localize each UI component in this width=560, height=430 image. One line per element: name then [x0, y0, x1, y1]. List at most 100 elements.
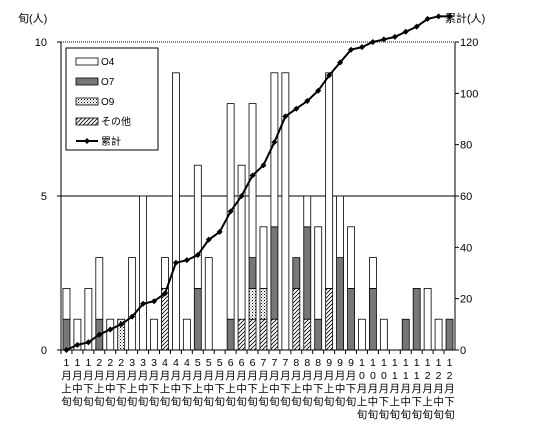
bar-white — [139, 195, 147, 351]
x-tick-label: 1 月下旬 — [83, 357, 94, 408]
y-left-tick-label: 5 — [41, 191, 47, 203]
cumulative-marker — [413, 23, 420, 30]
x-tick-label: 3 月上旬 — [127, 357, 138, 408]
bar-solid — [226, 318, 235, 351]
x-tick-label: 2 月中旬 — [105, 357, 116, 408]
cumulative-marker — [304, 98, 311, 105]
cumulative-marker — [140, 300, 147, 307]
bar-solid — [369, 287, 377, 351]
bar-hatch — [292, 287, 301, 351]
bar-hatch — [325, 287, 334, 351]
x-tick-label: 1 1 月下旬 — [411, 357, 422, 421]
x-tick-label: 2 月下旬 — [116, 357, 127, 408]
bar-hatch — [248, 318, 257, 351]
cumulative-marker — [402, 28, 409, 35]
cumulative-marker — [282, 113, 289, 120]
bar-white — [369, 257, 377, 289]
bar-solid — [292, 257, 301, 289]
bar-white — [62, 287, 71, 320]
y-right-tick-label: 20 — [460, 294, 472, 306]
x-tick-label: 2 月上旬 — [94, 357, 105, 408]
cumulative-marker — [183, 257, 190, 264]
y-right-tick-label: 60 — [460, 191, 472, 203]
bar-white — [106, 318, 115, 351]
y-right-tick-label: 80 — [460, 140, 472, 152]
x-tick-label: 6 月上旬 — [225, 357, 236, 408]
x-tick-label: 7 月上旬 — [258, 357, 269, 408]
cumulative-marker — [151, 298, 158, 305]
cumulative-marker — [238, 193, 245, 199]
x-tick-label: 5 月上旬 — [193, 357, 204, 408]
y-right-tick-label: 40 — [460, 242, 472, 254]
cumulative-marker — [435, 13, 442, 20]
cumulative-marker — [358, 44, 365, 51]
bar-white — [259, 226, 268, 289]
bar-hatch — [161, 287, 169, 351]
bar-white — [379, 318, 388, 351]
legend-swatch-solid — [75, 77, 99, 86]
y-left-tick-label: 0 — [41, 345, 47, 357]
x-tick-label: 1 0 月上旬 — [357, 357, 368, 421]
bar-white — [347, 226, 355, 289]
bar-white — [358, 318, 366, 351]
x-tick-label: 1 1 月中旬 — [401, 357, 412, 421]
cumulative-marker — [205, 236, 212, 243]
legend-swatch-hatch — [75, 117, 99, 126]
legend-swatch-dots — [75, 97, 99, 106]
x-tick-label: 6 月中旬 — [236, 357, 247, 408]
bar-hatch — [259, 318, 268, 351]
x-tick-label: 6 月下旬 — [247, 357, 258, 408]
x-tick-label: 1 月中旬 — [72, 357, 83, 408]
x-tick-label: 5 月下旬 — [214, 357, 225, 408]
x-tick-label: 8 月上旬 — [291, 357, 302, 408]
bar-white — [314, 226, 323, 320]
x-tick-label: 4 月下旬 — [182, 357, 193, 408]
cumulative-marker — [348, 46, 355, 53]
bar-white — [204, 257, 213, 351]
bar-white — [193, 164, 202, 289]
legend-label: O9 — [101, 97, 115, 108]
cumulative-marker — [391, 33, 398, 40]
bar-white — [182, 318, 191, 351]
bar-white — [303, 195, 312, 228]
cumulative-marker — [129, 313, 136, 320]
x-tick-label: 1 0 月下旬 — [379, 357, 390, 421]
x-tick-label: 1 0 月中旬 — [368, 357, 379, 421]
legend-label: O7 — [101, 77, 115, 88]
legend-label: 累計 — [101, 135, 121, 148]
bar-white — [172, 72, 180, 351]
y-left-tick-label: 10 — [35, 37, 47, 49]
cumulative-marker — [74, 341, 81, 348]
bar-white — [237, 164, 246, 320]
x-tick-label: 9 月下旬 — [346, 357, 357, 408]
y-left-title: 旬(人) — [18, 12, 47, 25]
bar-solid — [347, 287, 355, 351]
cumulative-marker — [249, 172, 256, 179]
x-tick-label: 4 月中旬 — [171, 357, 182, 408]
cumulative-marker — [85, 339, 92, 346]
bar-white — [270, 72, 279, 228]
legend-label: O4 — [101, 57, 115, 68]
bar-dots — [259, 287, 268, 320]
legend-label: その他 — [101, 115, 131, 128]
bar-white — [336, 195, 344, 258]
x-tick-label: 5 月中旬 — [204, 357, 215, 408]
bar-white — [325, 72, 334, 289]
x-tick-label: 1 月上旬 — [61, 357, 72, 408]
x-tick-label: 1 2 月中旬 — [433, 357, 444, 421]
x-tick-label: 7 月下旬 — [280, 357, 291, 408]
y-right-tick-label: 120 — [460, 37, 478, 49]
bar-solid — [303, 226, 312, 320]
bar-white — [128, 257, 137, 351]
cumulative-marker — [293, 105, 300, 112]
bar-solid — [193, 287, 202, 351]
cumulative-marker — [271, 139, 278, 146]
bar-solid — [412, 287, 421, 351]
x-tick-label: 3 月中旬 — [138, 357, 149, 408]
legend-swatch-white — [75, 57, 99, 66]
cumulative-marker — [337, 59, 344, 66]
bar-solid — [270, 226, 279, 320]
legend-line-marker — [84, 138, 90, 144]
